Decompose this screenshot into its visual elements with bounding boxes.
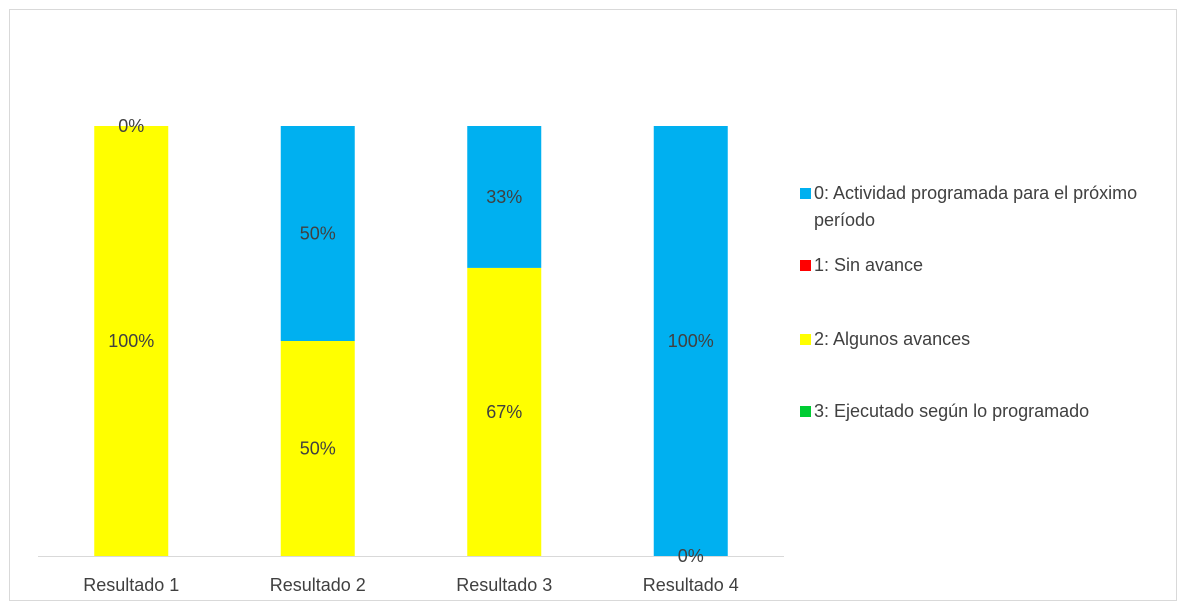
bar-segment — [467, 126, 542, 268]
bar-segment — [280, 341, 355, 556]
x-tick-label: Resultado 2 — [270, 575, 366, 595]
data-label: 0% — [678, 546, 704, 566]
x-tick-label: Resultado 1 — [83, 575, 179, 595]
data-label: 100% — [668, 331, 714, 351]
data-label: 50% — [300, 439, 336, 459]
data-label: 100% — [108, 331, 154, 351]
legend-item-ejecutado: 3: Ejecutado según lo programado — [800, 398, 1185, 425]
data-label: 33% — [486, 187, 522, 207]
legend-label: 3: Ejecutado según lo programado — [814, 401, 1090, 421]
data-label: 67% — [486, 402, 522, 422]
data-label: 0% — [118, 116, 144, 136]
legend-item-actividad-programada: 0: Actividad programada para el próximo … — [800, 180, 1185, 234]
x-tick-label: Resultado 4 — [643, 575, 739, 595]
legend-label: 1: Sin avance — [814, 255, 924, 275]
legend-label: 0: Actividad programada para el próximo … — [814, 183, 1138, 230]
bar-segment — [94, 126, 169, 556]
legend-swatch-yellow — [800, 334, 811, 345]
bar-segment — [467, 267, 542, 556]
legend-swatch-blue — [800, 188, 811, 199]
legend-item-sin-avance: 1: Sin avance — [800, 252, 1185, 279]
bar-segment — [280, 126, 355, 341]
legend-label: 2: Algunos avances — [814, 329, 971, 349]
legend-swatch-green — [800, 406, 811, 417]
bar-segment — [653, 126, 728, 556]
x-tick-label: Resultado 3 — [456, 575, 552, 595]
data-label: 50% — [300, 224, 336, 244]
legend-swatch-red — [800, 260, 811, 271]
chart-area — [9, 9, 1177, 601]
legend-item-algunos-avances: 2: Algunos avances — [800, 326, 1185, 353]
